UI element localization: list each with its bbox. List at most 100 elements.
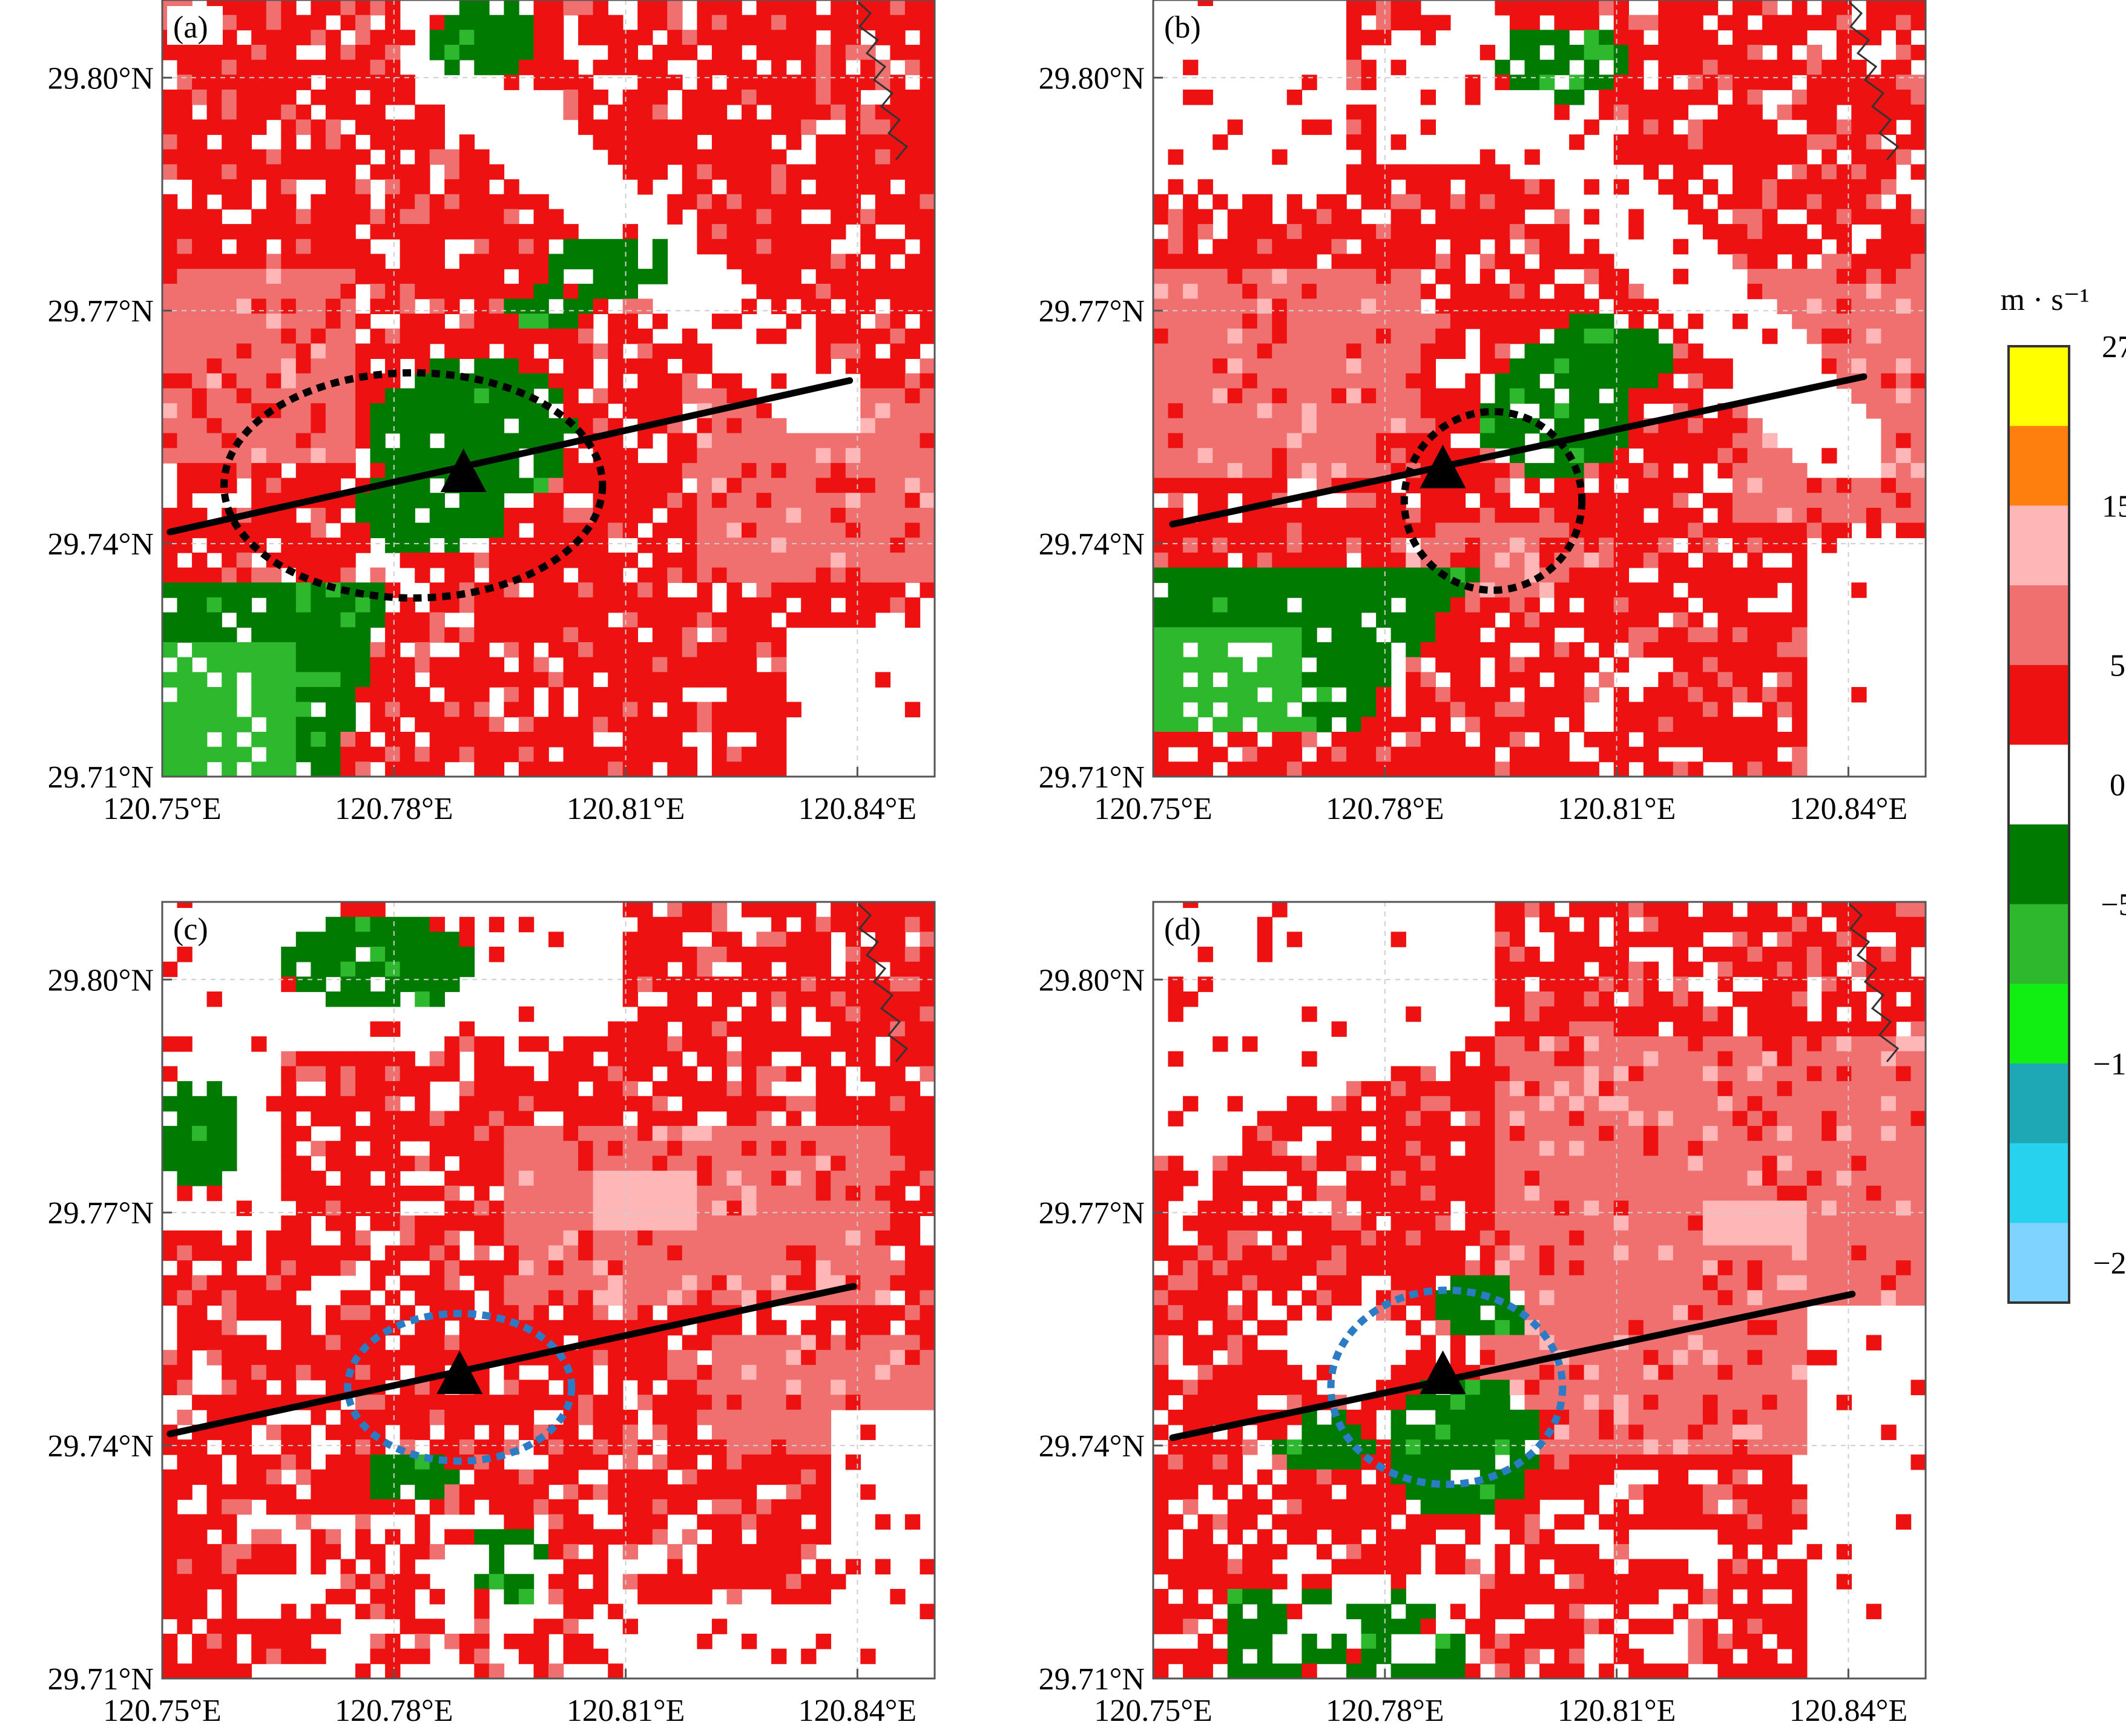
field-cell xyxy=(1197,567,1213,584)
field-cell xyxy=(355,522,371,539)
field-cell xyxy=(1450,522,1466,539)
field-cell xyxy=(1346,538,1362,553)
field-cell xyxy=(845,478,861,493)
field-cell xyxy=(1331,254,1347,269)
field-cell xyxy=(1197,283,1213,300)
field-cell xyxy=(1584,687,1599,703)
field-cell xyxy=(251,1335,267,1350)
field-cell xyxy=(1688,702,1703,718)
field-cell xyxy=(1406,702,1421,718)
field-cell xyxy=(415,1275,430,1291)
field-cell xyxy=(742,627,757,643)
field-cell xyxy=(518,314,535,329)
field-cell xyxy=(251,1395,267,1410)
field-cell xyxy=(845,15,861,31)
field-cell xyxy=(1599,314,1614,329)
field-cell xyxy=(251,702,267,718)
field-cell xyxy=(370,164,386,180)
field-cell xyxy=(459,224,475,240)
field-cell xyxy=(325,1081,341,1097)
field-cell xyxy=(295,522,312,539)
field-cell xyxy=(548,30,564,45)
field-cell xyxy=(1806,74,1822,90)
field-cell xyxy=(340,916,356,933)
field-cell xyxy=(1554,657,1570,673)
field-cell xyxy=(756,478,772,493)
field-cell xyxy=(1302,119,1317,135)
field-cell xyxy=(251,283,267,300)
field-cell xyxy=(1168,283,1183,300)
field-cell xyxy=(771,418,787,434)
field-cell xyxy=(1227,612,1243,628)
field-cell xyxy=(281,119,297,135)
field-cell xyxy=(593,717,608,732)
field-cell xyxy=(222,30,237,45)
field-cell xyxy=(608,448,624,464)
field-cell xyxy=(489,567,505,584)
field-cell xyxy=(593,134,608,150)
field-cell xyxy=(1465,373,1481,389)
field-cell xyxy=(1331,388,1347,404)
field-cell xyxy=(1331,702,1347,718)
field-cell xyxy=(400,269,415,284)
field-cell xyxy=(1673,642,1689,658)
field-cell xyxy=(890,209,906,225)
field-cell xyxy=(563,1305,579,1321)
field-cell xyxy=(815,358,831,374)
field-cell xyxy=(400,328,415,344)
field-cell xyxy=(281,448,297,464)
field-cell xyxy=(295,418,312,434)
field-cell xyxy=(281,298,297,314)
field-cell xyxy=(1866,30,1882,45)
field-cell xyxy=(1406,761,1421,777)
field-cell xyxy=(1316,194,1332,210)
field-cell xyxy=(742,104,757,120)
field-cell xyxy=(251,1544,267,1560)
field-cell xyxy=(1361,388,1377,404)
field-cell xyxy=(1479,597,1496,613)
field-cell xyxy=(385,1648,401,1665)
field-cell xyxy=(1242,283,1258,300)
field-cell xyxy=(533,1290,549,1306)
field-cell xyxy=(1390,209,1406,225)
field-cell xyxy=(1792,90,1808,105)
field-cell xyxy=(222,1290,237,1306)
field-cell xyxy=(1881,74,1897,90)
field-cell xyxy=(281,1171,297,1186)
field-cell xyxy=(400,254,415,269)
field-cell xyxy=(1747,59,1763,76)
field-cell xyxy=(1495,343,1510,359)
field-cell xyxy=(637,478,653,493)
field-cell xyxy=(1851,74,1867,90)
field-cell xyxy=(1495,0,1510,16)
field-cell xyxy=(1331,224,1347,240)
field-cell xyxy=(1866,209,1882,225)
field-cell xyxy=(1435,746,1451,763)
field-cell xyxy=(1509,179,1525,195)
field-cell xyxy=(667,717,683,732)
field-cell xyxy=(1733,642,1748,658)
field-cell xyxy=(771,283,787,300)
field-cell xyxy=(1435,717,1451,732)
field-cell xyxy=(325,0,341,16)
field-cell xyxy=(1331,538,1347,553)
field-cell xyxy=(652,493,668,508)
field-cell xyxy=(340,254,356,269)
field-cell xyxy=(593,418,608,434)
field-cell xyxy=(295,1215,312,1231)
field-cell xyxy=(1197,373,1213,389)
field-cell xyxy=(236,1559,252,1575)
field-cell xyxy=(1673,478,1689,493)
field-cell xyxy=(667,478,683,493)
field-cell xyxy=(504,328,519,344)
field-cell xyxy=(890,45,906,61)
field-cell xyxy=(1168,179,1183,195)
field-cell xyxy=(1554,59,1570,76)
field-cell xyxy=(489,1529,505,1545)
field-cell xyxy=(1599,672,1614,688)
field-cell xyxy=(533,1081,549,1097)
field-cell xyxy=(1569,314,1585,329)
field-cell xyxy=(459,627,475,643)
field-cell xyxy=(875,254,891,269)
field-cell xyxy=(177,448,193,464)
